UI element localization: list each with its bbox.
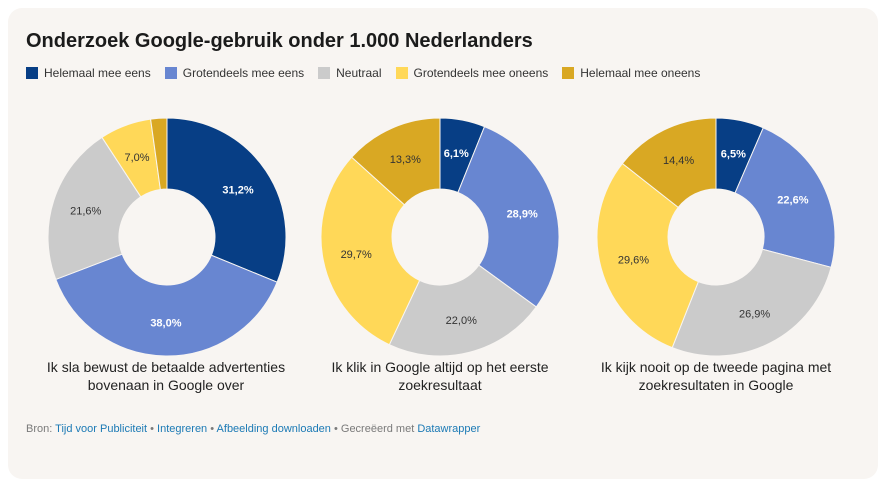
donut-slice <box>351 117 441 206</box>
created-with-text: • Gecreëerd met <box>330 423 418 435</box>
chart-caption-second-page: Ik kijk nooit op de tweede pagina met zo… <box>600 359 832 393</box>
chart-caption-google-ads: Ik sla bewust de betaalde advertenties b… <box>46 359 286 393</box>
download-image-link[interactable]: Afbeelding downloaden <box>216 423 331 435</box>
slice-label: 22,6% <box>777 195 808 207</box>
page-title: Onderzoek Google-gebruik onder 1.000 Ned… <box>26 30 533 52</box>
legend-swatch <box>395 67 408 79</box>
legend-item: Grotendeels mee oneens <box>395 66 549 80</box>
legend-label: Neutraal <box>336 66 382 80</box>
donut-chart-first-result: 6,1% 28,9% 22,0% 29,7% 13,3% <box>320 117 560 357</box>
slice-label: 6,1% <box>444 148 469 160</box>
donut-slice <box>388 264 537 357</box>
separator: • <box>147 423 158 435</box>
legend-label: Grotendeels mee eens <box>182 66 305 80</box>
donut-slice <box>150 117 168 191</box>
legend-swatch <box>318 67 331 79</box>
slice-label: 22,0% <box>446 315 477 327</box>
donut-slice <box>320 156 421 346</box>
slice-label: 6,5% <box>721 148 746 160</box>
slice-label: 29,7% <box>341 249 372 261</box>
donut-slice <box>166 117 287 283</box>
slice-label: 7,0% <box>124 152 149 164</box>
source-prefix: Bron: <box>26 423 53 435</box>
legend-label: Helemaal mee oneens <box>580 66 701 80</box>
slice-label: 14,4% <box>663 155 694 167</box>
donut-slice <box>457 125 560 308</box>
embed-link[interactable]: Integreren <box>157 423 208 435</box>
legend-label: Helemaal mee eens <box>44 66 151 80</box>
donut-slice <box>734 127 836 268</box>
chart-card <box>8 8 878 479</box>
legend-swatch <box>164 67 177 79</box>
donut-chart-google-ads: 31,2% 38,0% 21,6% 7,0% <box>47 117 287 357</box>
separator: • <box>207 423 217 435</box>
legend-item: Helemaal mee oneens <box>562 66 700 80</box>
slice-label: 13,3% <box>390 154 421 166</box>
legend-item: Helemaal mee eens <box>26 66 151 80</box>
source-footer: Bron: Tijd voor Publiciteit • Integreren… <box>26 423 480 435</box>
donut-slice <box>47 136 142 281</box>
legend-swatch <box>562 67 575 79</box>
datawrapper-link[interactable]: Datawrapper <box>417 423 481 435</box>
donut-slice <box>55 253 278 357</box>
slice-label: 29,6% <box>618 254 649 266</box>
slice-label: 28,9% <box>507 208 538 220</box>
legend: Helemaal mee eens Grotendeels mee eens N… <box>26 66 714 80</box>
slice-label: 26,9% <box>739 308 770 320</box>
donut-slice <box>671 248 832 357</box>
slice-label: 38,0% <box>150 317 181 329</box>
chart-caption-first-result: Ik klik in Google altijd op het eerste z… <box>331 359 549 393</box>
legend-item: Grotendeels mee eens <box>164 66 305 80</box>
source-link[interactable]: Tijd voor Publiciteit <box>55 423 148 435</box>
slice-label: 31,2% <box>222 184 253 196</box>
legend-swatch <box>26 67 38 79</box>
legend-item: Neutraal <box>318 66 382 80</box>
donut-chart-second-page: 6,5% 22,6% 26,9% 29,6% 14,4% <box>596 117 836 357</box>
donut-slice <box>621 117 717 209</box>
slice-label: 21,6% <box>70 206 101 218</box>
donut-slice <box>596 162 699 349</box>
legend-label: Grotendeels mee oneens <box>413 66 549 80</box>
